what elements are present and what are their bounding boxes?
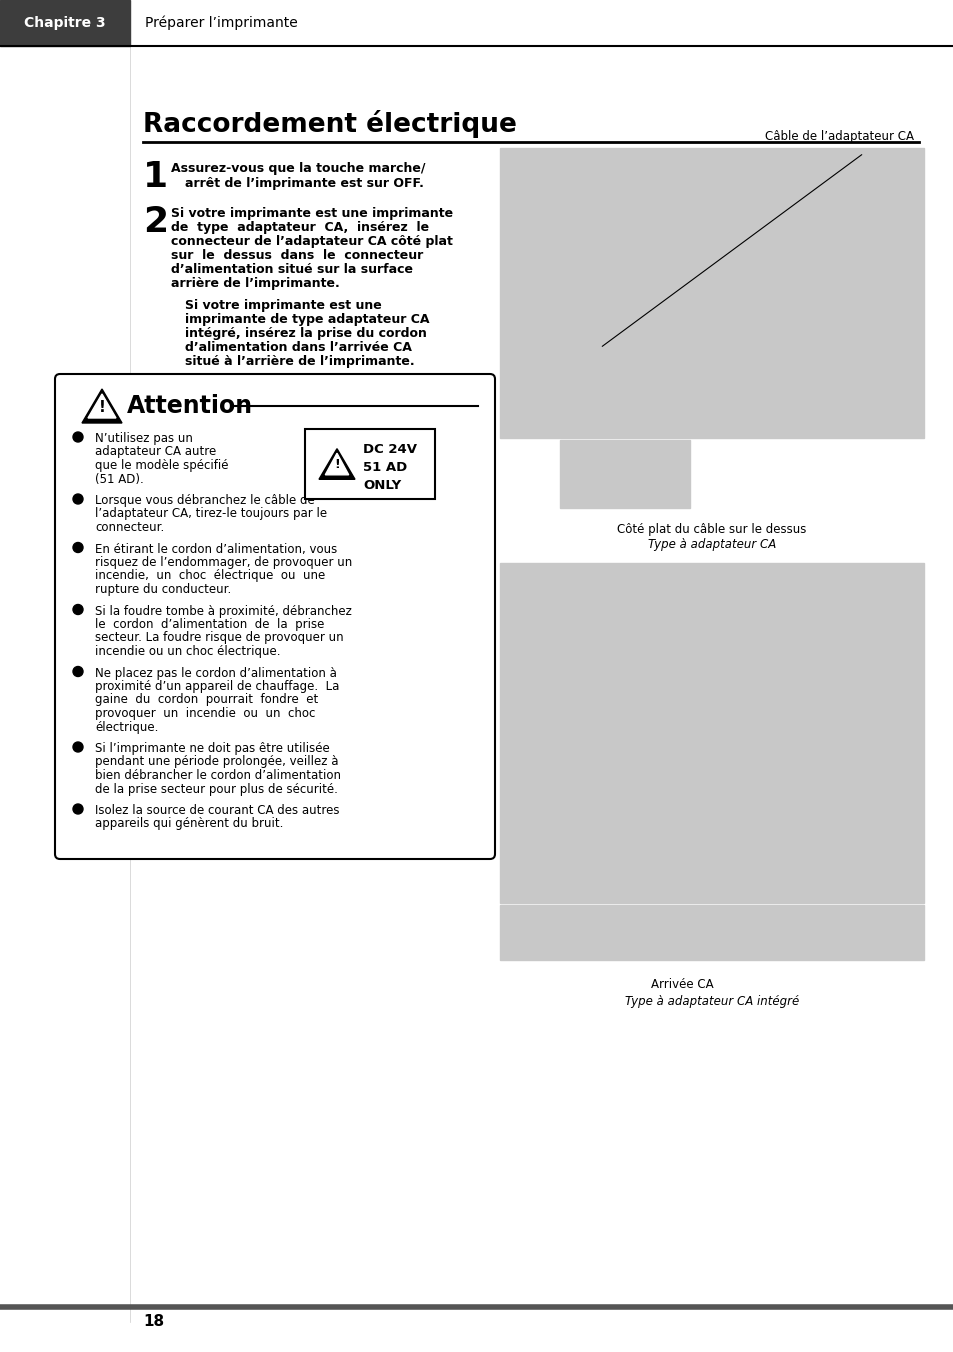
Text: Type à adaptateur CA intégré: Type à adaptateur CA intégré [624,995,799,1009]
Text: rupture du conducteur.: rupture du conducteur. [95,583,231,596]
Bar [559,439,689,508]
Text: risquez de l’endommager, de provoquer un: risquez de l’endommager, de provoquer un [95,556,352,569]
Circle shape [73,604,83,615]
Text: pendant une période prolongée, veillez à: pendant une période prolongée, veillez à [95,756,338,768]
Text: que le modèle spécifié: que le modèle spécifié [95,458,229,472]
Text: incendie ou un choc électrique.: incendie ou un choc électrique. [95,645,280,658]
Text: Préparer l’imprimante: Préparer l’imprimante [145,16,297,30]
Bar [499,562,923,903]
Text: adaptateur CA autre: adaptateur CA autre [95,446,216,458]
Text: Lorsque vous débranchez le câble de: Lorsque vous débranchez le câble de [95,493,314,507]
Text: Si la foudre tombe à proximité, débranchez: Si la foudre tombe à proximité, débranch… [95,604,352,618]
Polygon shape [325,453,349,475]
Text: de  type  adaptateur  CA,  insérez  le: de type adaptateur CA, insérez le [171,220,429,234]
Circle shape [73,493,83,504]
Text: Si votre imprimante est une imprimante: Si votre imprimante est une imprimante [171,207,453,220]
Text: appareils qui génèrent du bruit.: appareils qui génèrent du bruit. [95,818,283,830]
Text: secteur. La foudre risque de provoquer un: secteur. La foudre risque de provoquer u… [95,631,343,645]
FancyBboxPatch shape [55,375,495,859]
Text: !: ! [334,458,339,472]
Text: Raccordement électrique: Raccordement électrique [143,110,517,138]
Text: Ne placez pas le cordon d’alimentation à: Ne placez pas le cordon d’alimentation à [95,667,336,680]
Text: sur  le  dessus  dans  le  connecteur: sur le dessus dans le connecteur [171,249,423,262]
Text: incendie,  un  choc  électrique  ou  une: incendie, un choc électrique ou une [95,569,325,583]
Text: DC 24V: DC 24V [363,443,416,456]
Circle shape [73,542,83,553]
Text: En étirant le cordon d’alimentation, vous: En étirant le cordon d’alimentation, vou… [95,542,337,556]
Text: intégré, insérez la prise du cordon: intégré, insérez la prise du cordon [185,327,426,339]
Text: Assurez-vous que la touche marche/: Assurez-vous que la touche marche/ [171,162,425,174]
Text: électrique.: électrique. [95,721,158,734]
Text: (51 AD).: (51 AD). [95,472,144,485]
Bar [499,147,923,438]
Text: Attention: Attention [127,393,253,418]
Text: Câble de l’adaptateur CA: Câble de l’adaptateur CA [764,130,913,143]
Text: Arrivée CA: Arrivée CA [650,977,713,991]
Text: arrêt de l’imprimante est sur OFF.: arrêt de l’imprimante est sur OFF. [185,177,423,191]
Text: 18: 18 [143,1314,164,1329]
Text: connecteur de l’adaptateur CA côté plat: connecteur de l’adaptateur CA côté plat [171,235,453,247]
Text: Côté plat du câble sur le dessus: Côté plat du câble sur le dessus [617,523,806,535]
Text: Si l’imprimante ne doit pas être utilisée: Si l’imprimante ne doit pas être utilisé… [95,742,330,754]
Text: N’utilisez pas un: N’utilisez pas un [95,433,193,445]
Polygon shape [88,393,116,418]
Polygon shape [82,389,122,423]
Bar [499,904,923,960]
Text: imprimante de type adaptateur CA: imprimante de type adaptateur CA [185,314,429,326]
Text: connecteur.: connecteur. [95,521,164,534]
Text: d’alimentation situé sur la surface: d’alimentation situé sur la surface [171,264,413,276]
Text: arrière de l’imprimante.: arrière de l’imprimante. [171,277,339,289]
Text: 2: 2 [143,206,168,239]
Text: l’adaptateur CA, tirez-le toujours par le: l’adaptateur CA, tirez-le toujours par l… [95,507,327,521]
Circle shape [73,667,83,676]
Text: provoquer  un  incendie  ou  un  choc: provoquer un incendie ou un choc [95,707,315,721]
Text: Chapitre 3: Chapitre 3 [24,16,106,30]
Circle shape [73,742,83,752]
Bar [0,0,130,46]
Text: de la prise secteur pour plus de sécurité.: de la prise secteur pour plus de sécurit… [95,783,337,795]
Text: situé à l’arrière de l’imprimante.: situé à l’arrière de l’imprimante. [185,356,415,368]
Polygon shape [318,449,355,480]
Circle shape [73,433,83,442]
Text: ONLY: ONLY [363,479,401,492]
Text: gaine  du  cordon  pourrait  fondre  et: gaine du cordon pourrait fondre et [95,694,318,707]
Text: Si votre imprimante est une: Si votre imprimante est une [185,299,381,312]
Text: Isolez la source de courant CA des autres: Isolez la source de courant CA des autre… [95,804,339,817]
Circle shape [73,804,83,814]
Text: 1: 1 [143,160,168,193]
Bar [305,429,435,499]
Text: !: ! [98,399,106,415]
Text: proximité d’un appareil de chauffage.  La: proximité d’un appareil de chauffage. La [95,680,339,694]
Text: d’alimentation dans l’arrivée CA: d’alimentation dans l’arrivée CA [185,341,412,354]
Text: Type à adaptateur CA: Type à adaptateur CA [647,538,776,552]
Text: le  cordon  d’alimentation  de  la  prise: le cordon d’alimentation de la prise [95,618,324,631]
Text: 51 AD: 51 AD [363,461,407,475]
Text: bien débrancher le cordon d’alimentation: bien débrancher le cordon d’alimentation [95,769,340,781]
